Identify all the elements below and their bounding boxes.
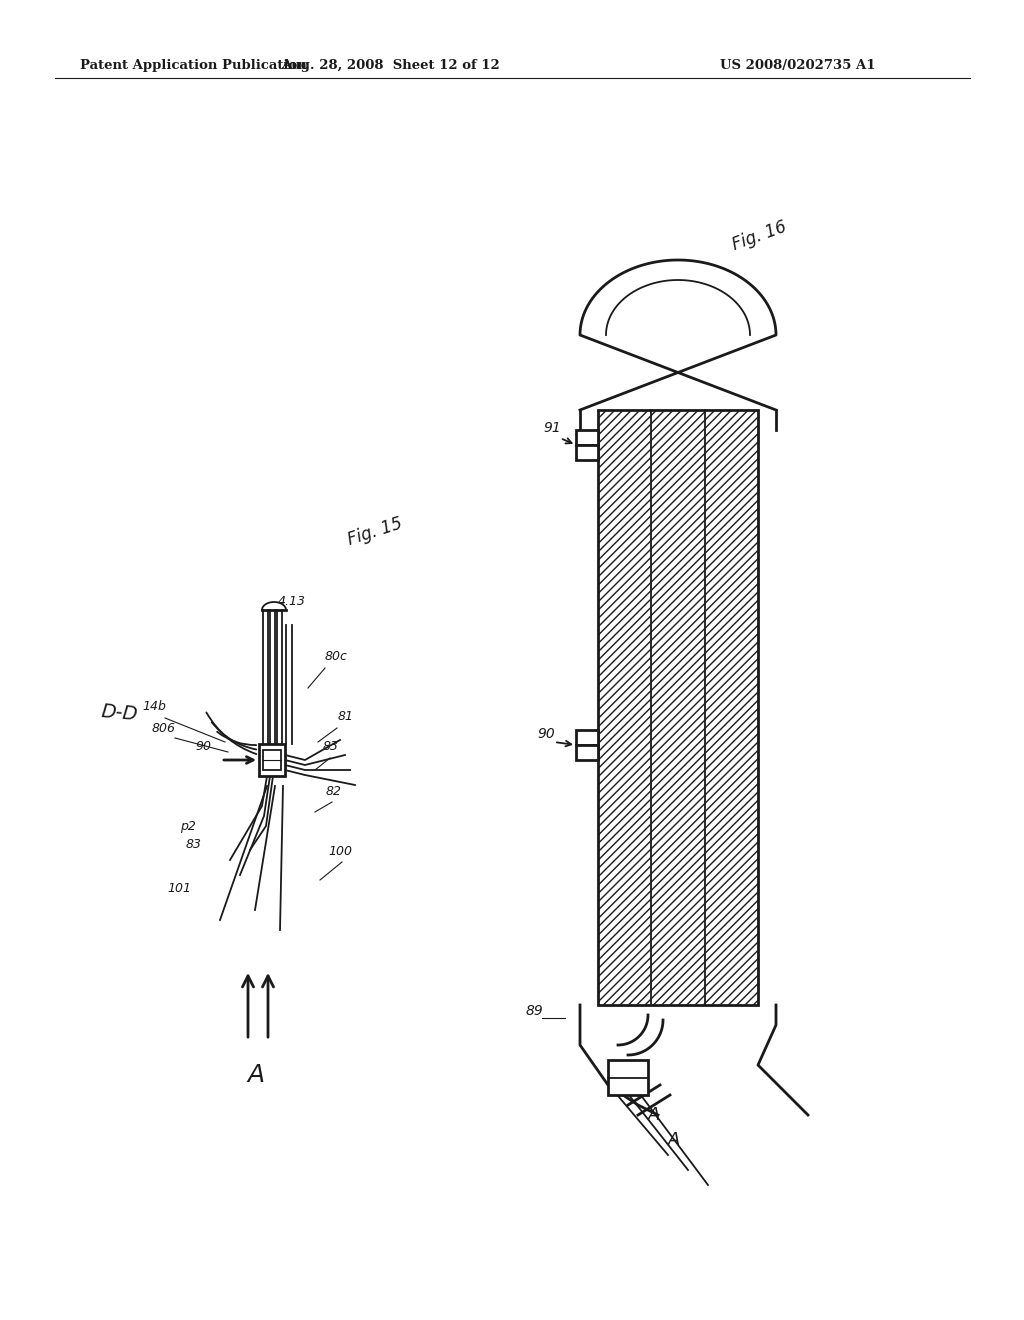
Text: 80c: 80c (325, 649, 348, 663)
Bar (598, 411, 758, 1005)
Text: 14b: 14b (142, 700, 166, 713)
Text: 91: 91 (543, 421, 561, 436)
Text: 90: 90 (537, 727, 555, 741)
Text: 806: 806 (152, 722, 176, 735)
Text: Fig. 16: Fig. 16 (730, 218, 790, 253)
Bar (259, 744, 285, 776)
Text: Patent Application Publication: Patent Application Publication (80, 58, 307, 71)
Text: 83: 83 (186, 838, 202, 851)
Text: Aug. 28, 2008  Sheet 12 of 12: Aug. 28, 2008 Sheet 12 of 12 (281, 58, 500, 71)
Text: 4.13: 4.13 (278, 595, 306, 609)
Text: 100: 100 (328, 845, 352, 858)
Text: US 2008/0202735 A1: US 2008/0202735 A1 (720, 58, 876, 71)
Text: 89: 89 (526, 1005, 544, 1018)
Bar (608, 1060, 648, 1096)
Bar (575, 744, 598, 760)
Text: 82: 82 (326, 785, 342, 799)
Text: A: A (648, 1106, 660, 1125)
Bar (575, 445, 598, 459)
Text: Fig. 15: Fig. 15 (345, 515, 404, 549)
Bar (598, 411, 758, 1005)
Text: 90: 90 (195, 741, 211, 752)
Text: 81: 81 (338, 710, 354, 723)
Text: A: A (668, 1131, 680, 1148)
Text: 83: 83 (323, 741, 339, 752)
Text: 101: 101 (167, 882, 191, 895)
Bar (575, 730, 598, 744)
Bar (575, 430, 598, 445)
Text: D-D: D-D (100, 702, 138, 723)
Text: A: A (248, 1063, 264, 1086)
Bar (263, 750, 281, 770)
Text: p2: p2 (180, 820, 196, 833)
